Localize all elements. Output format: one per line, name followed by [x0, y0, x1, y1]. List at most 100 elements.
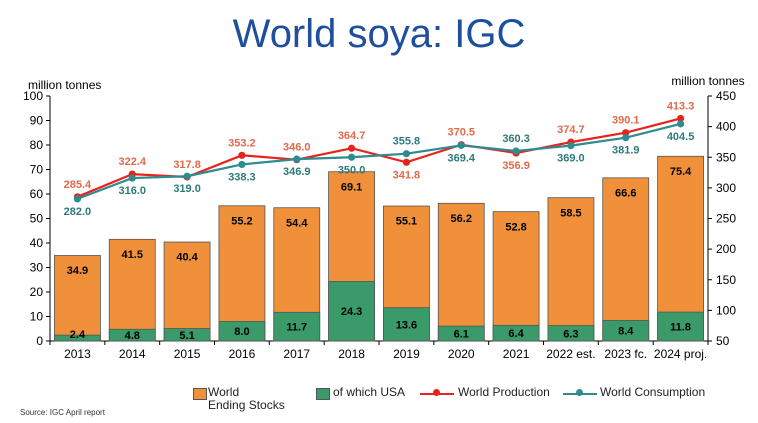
left-tick-label: 0 — [36, 334, 43, 348]
data-label-consumption: 369.0 — [557, 153, 585, 165]
bar-usa — [657, 311, 704, 342]
point-production — [238, 151, 246, 159]
x-tick-label: 2017 — [283, 347, 310, 361]
chart-canvas: 0 10 20 30 40 50 60 70 80 90 100 50 100 150 200 250 300 3… — [23, 74, 745, 361]
point-production — [676, 114, 685, 123]
data-label-usa: 5.1 — [179, 330, 194, 342]
legend-marker-production — [433, 389, 440, 396]
bar-ending-stocks — [108, 238, 156, 342]
data-label-stocks: 56.2 — [451, 213, 472, 225]
left-tick-label: 70 — [30, 163, 44, 177]
x-tick-label: 2019 — [393, 347, 420, 361]
x-tick-label: 2023 fc. — [604, 347, 647, 361]
bar-usa — [273, 311, 321, 342]
data-label-stocks: 58.5 — [560, 207, 581, 219]
left-tick-label: 10 — [30, 310, 44, 324]
data-label-consumption: 319.0 — [173, 183, 201, 195]
left-tick-label: 30 — [30, 261, 44, 275]
data-label-production: 370.5 — [447, 127, 475, 139]
left-tick-label: 60 — [30, 187, 44, 201]
data-label-production: 390.1 — [612, 115, 640, 127]
bar-usa — [383, 307, 430, 342]
right-tick-label: 100 — [716, 303, 736, 317]
data-label-stocks: 55.2 — [231, 215, 252, 227]
bar-usa — [328, 281, 375, 342]
point-consumption — [73, 195, 82, 203]
right-tick-label: 150 — [716, 273, 736, 287]
data-label-stocks: 75.4 — [670, 166, 692, 178]
data-label-usa: 2.4 — [70, 329, 86, 341]
bar-usa — [218, 320, 266, 342]
left-tick-label: 20 — [30, 285, 44, 299]
data-label-usa: 11.7 — [286, 322, 307, 334]
data-label-usa: 8.0 — [234, 326, 249, 338]
bar-ending-stocks — [547, 197, 595, 342]
point-consumption — [676, 120, 685, 128]
point-consumption — [402, 150, 411, 158]
legend-label-stocks-line2: Ending Stocks — [208, 398, 285, 412]
data-label-production: 341.8 — [393, 169, 421, 181]
x-tick-label: 2021 — [503, 347, 530, 361]
point-consumption — [622, 134, 630, 142]
x-tick-label: 2016 — [229, 347, 256, 361]
data-label-production: 364.7 — [338, 130, 366, 142]
point-consumption — [347, 153, 356, 161]
point-consumption — [293, 155, 301, 163]
left-tick-label: 40 — [30, 236, 44, 250]
point-consumption — [457, 141, 465, 149]
data-label-consumption: 316.0 — [118, 185, 146, 197]
right-tick-label: 350 — [716, 150, 736, 164]
right-tick-label: 450 — [716, 89, 736, 103]
data-label-production: 346.0 — [283, 142, 311, 154]
x-tick-label: 2020 — [448, 347, 475, 361]
bar-usa — [163, 328, 211, 342]
bar-usa — [492, 324, 540, 342]
chart-legend: World Ending Stocks of which USA World P… — [0, 384, 758, 414]
right-tick-label: 200 — [716, 242, 736, 256]
data-label-production: 413.3 — [667, 100, 695, 112]
bar-ending-stocks — [492, 211, 540, 342]
point-consumption — [567, 142, 575, 150]
right-tick-label: 400 — [716, 120, 736, 134]
right-tick-label: 250 — [716, 212, 736, 226]
bar-ending-stocks — [163, 241, 211, 342]
data-label-usa: 13.6 — [396, 319, 417, 331]
bar-ending-stocks — [657, 155, 704, 342]
line-consumption — [77, 122, 681, 200]
data-label-usa: 11.8 — [670, 322, 691, 334]
data-label-usa: 6.1 — [454, 329, 469, 341]
point-consumption — [183, 172, 191, 180]
data-label-stocks: 55.1 — [396, 216, 417, 228]
x-tick-label: 2018 — [338, 347, 365, 361]
data-label-consumption: 381.9 — [612, 145, 640, 157]
data-label-production: 285.4 — [64, 179, 92, 191]
bar-ending-stocks — [218, 205, 266, 342]
data-label-usa: 24.3 — [341, 306, 362, 318]
right-tick-label: 50 — [716, 334, 730, 348]
data-label-stocks: 52.8 — [505, 221, 526, 233]
data-label-production: 356.9 — [502, 160, 530, 172]
source-note: Source: IGC April report — [20, 408, 105, 417]
bar-usa — [437, 325, 485, 342]
data-label-usa: 8.4 — [618, 326, 634, 338]
bar-usa — [602, 320, 650, 342]
legend-swatch-stocks — [193, 388, 207, 400]
legend-marker-consumption — [576, 389, 583, 396]
point-consumption — [512, 147, 520, 155]
data-label-stocks: 69.1 — [341, 181, 362, 193]
right-axis-label: million tonnes — [671, 74, 744, 88]
point-production — [622, 129, 630, 137]
data-label-stocks: 40.4 — [176, 252, 198, 264]
data-label-usa: 6.4 — [508, 328, 524, 340]
data-label-production: 322.4 — [118, 156, 146, 168]
data-label-consumption: 338.3 — [228, 171, 256, 183]
legend-swatch-usa — [316, 388, 330, 400]
bar-usa — [547, 325, 595, 342]
point-consumption — [128, 174, 136, 182]
data-label-consumption: 355.8 — [393, 136, 421, 148]
data-label-production: 374.7 — [557, 124, 585, 136]
bar-ending-stocks — [437, 202, 485, 342]
x-tick-label: 2022 est. — [546, 347, 595, 361]
legend-label-usa: of which USA — [333, 385, 406, 399]
data-label-consumption: 350.0 — [338, 164, 366, 176]
